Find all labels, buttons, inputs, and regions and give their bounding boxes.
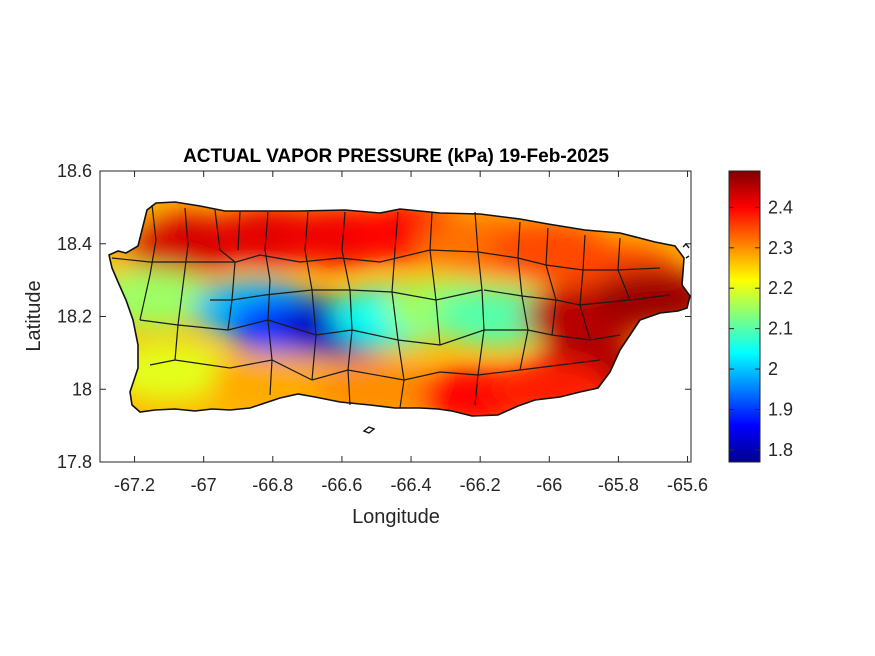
x-tick-label: -66.4 (391, 475, 432, 495)
colorbar-tick-label: 2.2 (768, 278, 793, 298)
y-tick-label: 18.4 (57, 234, 92, 254)
y-tick-label: 18.2 (57, 307, 92, 327)
chart-title: ACTUAL VAPOR PRESSURE (kPa) 19-Feb-2025 (183, 146, 609, 167)
x-axis-label: Longitude (352, 506, 440, 528)
x-tick-label: -66.6 (321, 475, 362, 495)
colorbar: 1.8 1.9 2 2.1 2.2 2.3 2.4 (728, 170, 793, 463)
x-tick-label: -65.6 (667, 475, 708, 495)
y-axis-label: Latitude (23, 280, 45, 351)
x-tick-label: -67.2 (114, 475, 155, 495)
colorbar-tick-label: 2.4 (768, 197, 793, 217)
vapor-pressure-field (109, 202, 690, 416)
y-axis: 17.8 18 18.2 18.4 18.6 (57, 161, 691, 472)
colorbar-tick-label: 2.3 (768, 238, 793, 258)
x-tick-label: -66.8 (252, 475, 293, 495)
colorbar-tick-label: 2 (768, 359, 778, 379)
y-tick-label: 17.8 (57, 452, 92, 472)
x-tick-label: -67 (191, 475, 217, 495)
x-tick-label: -66 (536, 475, 562, 495)
coastline (108, 201, 691, 417)
colorbar-tick-label: 2.1 (768, 319, 793, 339)
y-tick-label: 18 (72, 379, 92, 399)
municipality-boundaries (111, 204, 671, 409)
colorbar-ticks: 1.8 1.9 2 2.1 2.2 2.3 2.4 (729, 197, 793, 460)
plot-area: -67.2 -67 -66.8 -66.6 -66.4 -66.2 -66 -65.8 -65.… (57, 161, 708, 495)
colorbar-gradient (728, 170, 761, 463)
colorbar-tick-label: 1.8 (768, 440, 793, 460)
y-tick-label: 18.6 (57, 161, 92, 181)
x-axis: -67.2 -67 -66.8 -66.6 -66.4 -66.2 -66 -65.8 -65.… (114, 171, 708, 495)
x-tick-label: -66.2 (460, 475, 501, 495)
x-tick-label: -65.8 (598, 475, 639, 495)
colorbar-tick-label: 1.9 (768, 399, 793, 419)
field-sample-14 (435, 286, 560, 347)
